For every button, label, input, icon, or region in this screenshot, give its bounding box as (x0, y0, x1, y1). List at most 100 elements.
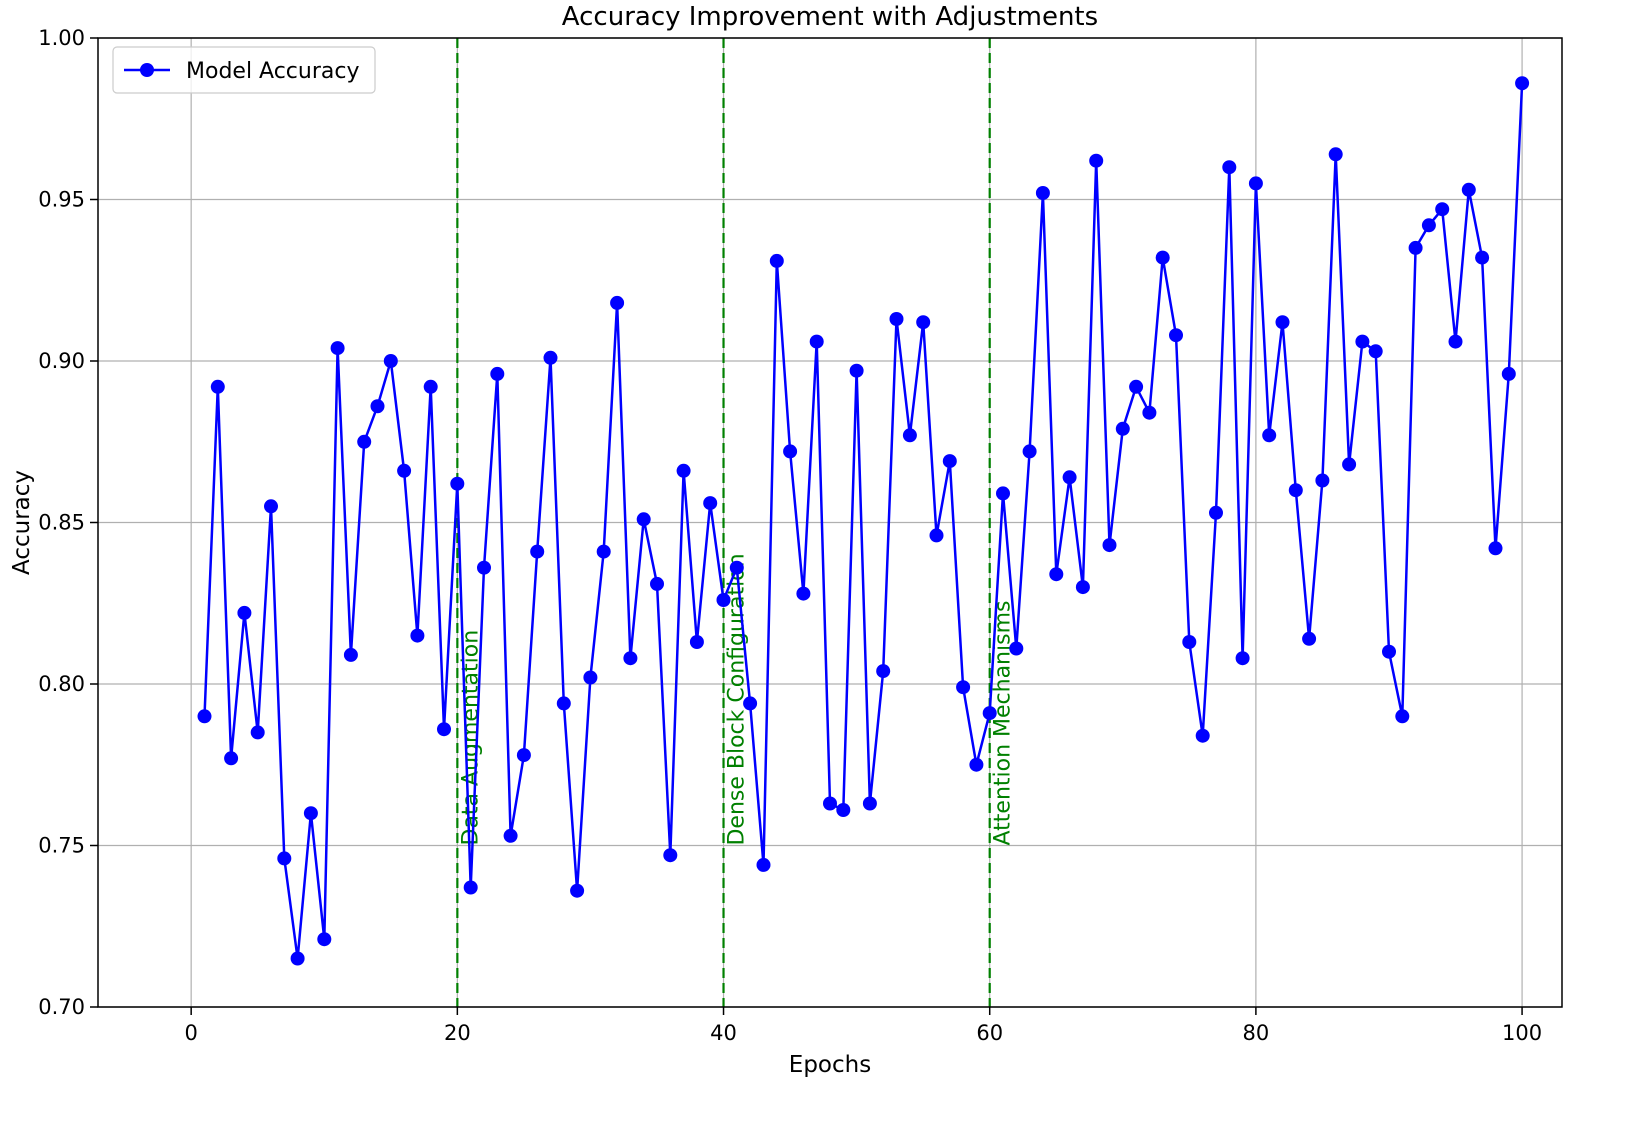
data-point (1421, 218, 1436, 233)
y-tick-label: 0.90 (38, 349, 85, 373)
data-point (1102, 538, 1117, 553)
data-point (543, 350, 558, 365)
y-tick-label: 0.80 (38, 672, 85, 696)
x-axis-label: Epochs (789, 1052, 871, 1078)
data-point (570, 883, 585, 898)
data-point (1222, 160, 1237, 175)
y-tick-label: 0.70 (38, 995, 85, 1019)
data-point (942, 454, 957, 469)
data-point (703, 496, 718, 511)
data-point (623, 651, 638, 666)
data-point (716, 593, 731, 607)
data-point (477, 560, 491, 575)
data-point (437, 722, 451, 737)
data-point (210, 379, 225, 394)
data-point (996, 486, 1010, 501)
x-tick-label: 0 (184, 1021, 197, 1045)
data-point (370, 399, 385, 414)
data-point (1129, 379, 1144, 394)
data-point (290, 951, 305, 966)
data-point (783, 444, 798, 459)
data-point (650, 576, 664, 591)
data-point (343, 647, 358, 662)
data-point (1169, 328, 1183, 343)
data-point (676, 463, 691, 478)
data-point (929, 528, 944, 543)
data-point (1515, 76, 1530, 91)
data-point (596, 544, 611, 559)
data-point (450, 476, 465, 491)
legend: Model Accuracy (112, 46, 376, 94)
x-tick-label: 20 (444, 1021, 471, 1045)
data-point (410, 628, 425, 643)
x-tick-label: 80 (1243, 1021, 1270, 1045)
data-point (1195, 728, 1210, 743)
data-point (503, 828, 518, 843)
data-point (423, 379, 438, 394)
data-point (397, 463, 412, 478)
data-point (556, 696, 571, 711)
data-point (1488, 541, 1503, 556)
data-point (1262, 428, 1277, 443)
y-tick-label: 0.75 (38, 834, 85, 858)
data-point (303, 806, 318, 821)
legend-marker-swatch (140, 63, 154, 77)
data-point (1448, 334, 1463, 349)
x-tick-label: 100 (1502, 1021, 1542, 1045)
data-point (490, 366, 505, 381)
data-point (756, 857, 771, 872)
data-point (743, 696, 758, 711)
data-point (969, 757, 984, 772)
data-point (197, 709, 212, 724)
data-point (1022, 444, 1037, 459)
data-point (956, 680, 971, 695)
x-tick-label: 40 (710, 1021, 737, 1045)
data-point (1182, 635, 1197, 649)
data-point (277, 851, 292, 866)
data-point (916, 315, 931, 330)
data-point (383, 354, 398, 368)
data-point (1235, 651, 1250, 666)
data-point (796, 586, 811, 601)
data-point (902, 428, 917, 443)
data-point (982, 706, 997, 721)
data-point (1315, 473, 1330, 488)
data-point (769, 253, 784, 268)
data-point (729, 560, 744, 575)
data-point (1342, 457, 1357, 472)
data-point (1501, 366, 1516, 381)
data-point (1475, 250, 1490, 265)
data-point (1328, 147, 1343, 162)
data-point (583, 670, 598, 685)
x-tick-label: 60 (976, 1021, 1003, 1045)
legend-entry-label: Model Accuracy (186, 59, 360, 84)
data-point (1382, 644, 1396, 659)
data-point (1049, 567, 1064, 582)
y-tick-label: 0.95 (38, 188, 85, 212)
data-point (889, 312, 904, 326)
y-axis-label: Accuracy (9, 470, 35, 575)
data-point (463, 880, 478, 895)
data-point (1115, 421, 1130, 436)
data-point (317, 932, 332, 947)
data-point (876, 664, 891, 679)
data-point (237, 605, 252, 620)
data-point (1089, 153, 1104, 168)
data-point (264, 499, 278, 514)
data-point (1302, 631, 1317, 646)
data-point (357, 434, 372, 449)
data-point (836, 803, 851, 817)
data-point (663, 848, 678, 863)
data-point (1288, 483, 1303, 498)
data-point (689, 635, 704, 649)
legend-box (112, 46, 376, 94)
data-point (1368, 344, 1383, 359)
data-point (1408, 240, 1423, 255)
data-point (1248, 176, 1263, 191)
y-tick-label: 1.00 (38, 26, 85, 50)
data-point (1155, 250, 1170, 265)
data-point (516, 748, 531, 763)
data-point (849, 363, 864, 378)
